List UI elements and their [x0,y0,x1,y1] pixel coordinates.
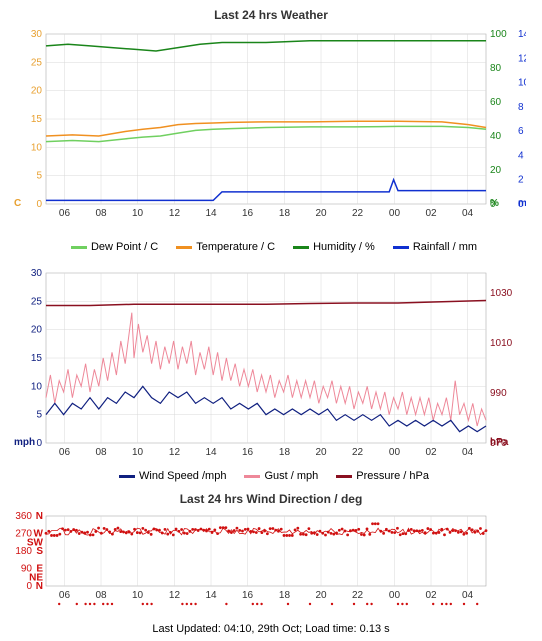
svg-text:14: 14 [518,29,526,40]
svg-text:18: 18 [279,208,291,219]
svg-text:08: 08 [95,208,107,219]
legend-item: Temperature / C [170,241,275,253]
svg-text:80: 80 [490,63,502,74]
svg-text:360: 360 [15,511,32,522]
legend-item: Gust / mph [238,470,318,482]
svg-text:20: 20 [31,325,43,336]
svg-text:%: % [490,198,499,209]
svg-text:990: 990 [490,388,507,399]
svg-text:22: 22 [352,590,364,601]
svg-text:15: 15 [31,114,43,125]
svg-text:6: 6 [518,126,524,137]
svg-text:20: 20 [31,86,43,97]
svg-text:10: 10 [132,447,144,458]
svg-text:15: 15 [31,353,43,364]
svg-text:20: 20 [315,208,327,219]
svg-text:hPa: hPa [490,437,509,448]
svg-text:0: 0 [36,199,42,210]
svg-text:30: 30 [31,29,43,40]
svg-text:20: 20 [490,165,502,176]
svg-text:16: 16 [242,208,254,219]
svg-text:00: 00 [389,208,401,219]
svg-text:60: 60 [490,97,502,108]
svg-text:1030: 1030 [490,288,513,299]
legend-item: Rainfall / mm [387,241,477,253]
svg-text:25: 25 [31,296,43,307]
legend-item: Humidity / % [287,241,375,253]
svg-text:C: C [14,198,21,209]
svg-text:08: 08 [95,447,107,458]
svg-text:16: 16 [242,447,254,458]
svg-text:8: 8 [518,102,524,113]
svg-text:20: 20 [315,590,327,601]
svg-text:22: 22 [352,208,364,219]
svg-text:30: 30 [31,268,43,279]
svg-text:06: 06 [59,208,71,219]
svg-text:02: 02 [425,208,437,219]
chart2: 06 08 10 12 14 16 18 20 22 00 02 04 0 5 10 15 20 25 30 mph 9… [6,263,536,466]
svg-text:04: 04 [462,590,474,601]
chart3: 060810121416182022000204090180270360NWSW… [6,508,536,621]
svg-text:12: 12 [169,208,181,219]
svg-text:16: 16 [242,590,254,601]
svg-text:N: N [36,581,43,592]
chart1-title: Last 24 hrs Weather [6,8,536,22]
svg-text:12: 12 [169,590,181,601]
svg-text:00: 00 [389,447,401,458]
svg-text:S: S [36,546,43,557]
svg-text:14: 14 [205,208,217,219]
svg-text:5: 5 [36,410,42,421]
svg-text:N: N [36,511,43,522]
svg-text:02: 02 [425,447,437,458]
legend-item: Pressure / hPa [330,470,429,482]
svg-text:14: 14 [205,447,217,458]
svg-text:04: 04 [462,447,474,458]
svg-text:0: 0 [36,438,42,449]
chart2-legend: Wind Speed /mph Gust / mph Pressure / hPa [6,470,536,482]
svg-text:10: 10 [132,208,144,219]
legend-item: Dew Point / C [65,241,158,253]
chart1-legend: Dew Point / C Temperature / C Humidity / %… [6,241,536,253]
svg-text:18: 18 [279,590,291,601]
svg-text:08: 08 [95,590,107,601]
svg-text:06: 06 [59,447,71,458]
svg-text:20: 20 [315,447,327,458]
svg-text:12: 12 [518,53,526,64]
svg-text:18: 18 [279,447,291,458]
svg-text:06: 06 [59,590,71,601]
svg-text:40: 40 [490,131,502,142]
svg-text:mm: mm [518,198,526,209]
legend-item: Wind Speed /mph [113,470,226,482]
svg-text:22: 22 [352,447,364,458]
svg-text:25: 25 [31,57,43,68]
chart3-title: Last 24 hrs Wind Direction / deg [6,492,536,506]
svg-text:2: 2 [518,175,524,186]
svg-text:10: 10 [518,78,526,89]
svg-text:10: 10 [31,142,43,153]
svg-text:00: 00 [389,590,401,601]
chart1: 060810121416182022000204051015202530C020… [6,24,536,237]
footer-text: Last Updated: 04:10, 29th Oct; Load time… [6,623,536,635]
svg-text:mph: mph [14,437,35,448]
svg-text:10: 10 [132,590,144,601]
svg-text:100: 100 [490,29,507,40]
svg-text:4: 4 [518,150,524,161]
svg-text:12: 12 [169,447,181,458]
svg-text:04: 04 [462,208,474,219]
svg-text:02: 02 [425,590,437,601]
svg-text:10: 10 [31,381,43,392]
svg-text:14: 14 [205,590,217,601]
svg-text:1010: 1010 [490,338,513,349]
svg-text:5: 5 [36,171,42,182]
